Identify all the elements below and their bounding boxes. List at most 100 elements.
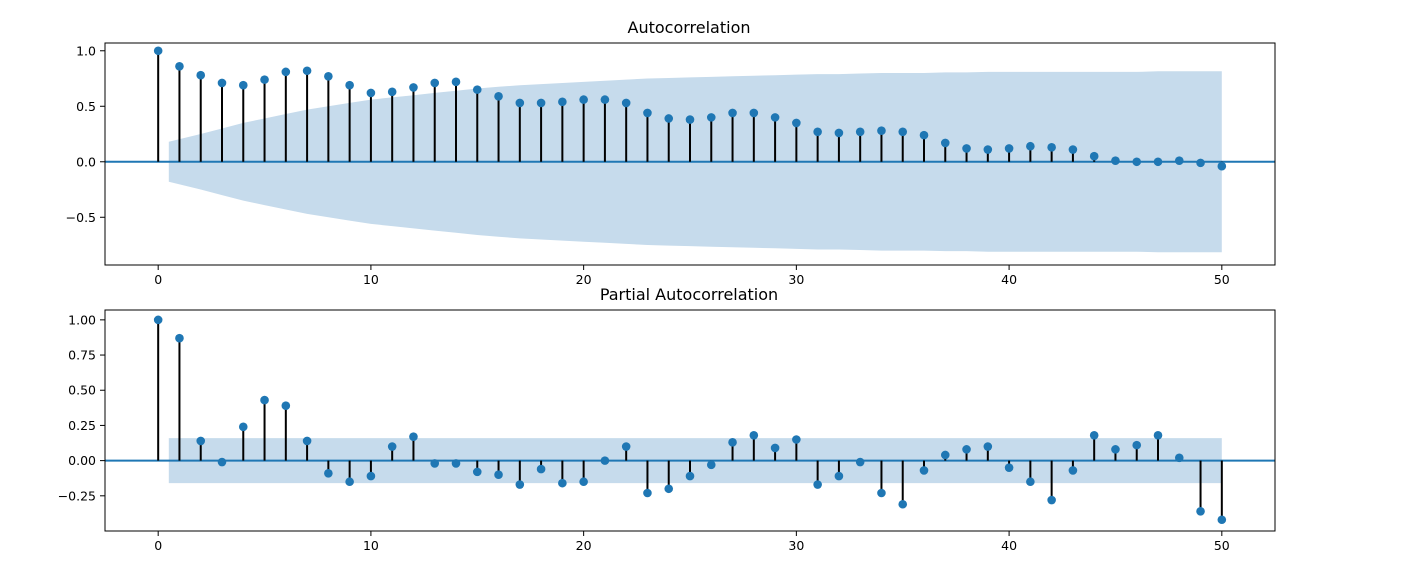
acf-point-lag-38 [962,144,971,153]
pacf-point-lag-11 [387,442,397,451]
pacf-point-lag-9 [345,477,354,487]
pacf-point-lag-26 [706,460,716,470]
acf-point-lag-23 [643,108,652,118]
acf-point-lag-26 [706,113,716,122]
pacf-point-lag-37 [940,450,950,460]
acf-point-lag-35 [898,127,908,137]
acf-axes-frame [104,42,1276,266]
pacf-ytick-label: 0.75 [68,348,96,363]
acf-point-lag-39 [983,145,993,154]
acf-point-lag-17 [515,98,525,108]
acf-point-lag-29 [770,113,780,122]
pacf-x-axis: 0 10 20 30 40 50 [154,531,1230,553]
pacf-point-lag-33 [855,457,865,467]
acf-point-lag-48 [1174,156,1184,165]
pacf-point-lag-5 [260,395,269,405]
pacf-point-lag-48 [1174,453,1184,463]
acf-point-lag-25 [685,115,695,124]
pacf-title: Partial Autocorrelation [600,285,778,304]
pacf-point-lag-16 [494,470,503,479]
pacf-point-lag-43 [1068,466,1078,475]
pacf-point-lag-3 [217,457,227,467]
acf-point-lag-15 [472,85,482,94]
acf-point-lag-18 [536,98,546,108]
acf-point-lag-50 [1217,161,1227,171]
acf-xtick-label: 40 [1001,272,1017,287]
pacf-point-lag-38 [962,445,971,454]
pacf-point-lag-12 [409,432,418,441]
pacf-point-lag-46 [1132,440,1142,450]
acf-point-lag-19 [558,97,567,107]
acf-chart: Autocorrelation 0 10 20 30 40 50 1.0 0.5 0.0 −0.… [66,18,1276,287]
pacf-point-lag-4 [238,422,248,432]
acf-ytick-label: 0.5 [76,99,96,114]
acf-point-lag-45 [1111,156,1120,165]
pacf-ytick-label: 1.00 [68,312,96,327]
pacf-ytick-label: 0.25 [68,418,96,433]
acf-xtick-label: 30 [788,272,804,287]
pacf-point-lag-25 [685,471,695,481]
acf-ytick-label: 0.0 [76,154,96,169]
pacf-point-lag-10 [366,471,376,481]
acf-point-lag-30 [792,118,801,128]
pacf-point-lag-47 [1153,430,1163,440]
acf-markers [153,46,1227,171]
pacf-xtick-label: 50 [1214,538,1230,553]
pacf-point-lag-18 [536,464,546,474]
pacf-xtick-label: 20 [576,538,592,553]
acf-point-lag-49 [1196,158,1205,168]
pacf-ytick-label: 0.00 [68,453,96,468]
pacf-point-lag-2 [196,436,206,446]
acf-point-lag-40 [1004,144,1014,153]
acf-point-lag-0 [153,46,163,56]
acf-point-lag-24 [664,114,674,123]
pacf-point-lag-24 [664,484,674,494]
pacf-axes-frame [104,309,1276,532]
acf-ytick-label: 1.0 [76,43,96,58]
pacf-point-lag-14 [451,459,461,468]
acf-point-lag-11 [387,87,397,97]
acf-title: Autocorrelation [628,18,751,37]
pacf-ytick-label: −0.25 [58,488,96,503]
pacf-point-lag-17 [515,480,525,489]
acf-point-lag-10 [366,88,376,98]
acf-point-lag-2 [196,70,206,80]
pacf-point-lag-1 [175,333,184,343]
acf-point-lag-47 [1153,157,1163,167]
pacf-point-lag-7 [302,436,312,446]
acf-point-lag-27 [728,108,737,118]
pacf-point-lag-32 [834,471,844,481]
acf-point-lag-36 [919,130,929,140]
acf-xtick-label: 10 [363,272,379,287]
pacf-point-lag-50 [1217,515,1227,525]
pacf-point-lag-40 [1004,463,1014,472]
acf-point-lag-20 [579,95,588,104]
acf-y-axis: 1.0 0.5 0.0 −0.5 [66,43,105,225]
acf-point-lag-1 [175,62,184,71]
acf-xtick-label: 50 [1214,272,1230,287]
acf-point-lag-9 [345,80,354,90]
pacf-xtick-label: 10 [363,538,379,553]
acf-point-lag-37 [940,138,950,148]
acf-point-lag-33 [855,127,865,137]
pacf-stems [157,319,1223,520]
acf-point-lag-22 [621,98,631,108]
pacf-point-lag-6 [281,401,291,411]
acf-point-lag-31 [813,127,822,137]
pacf-point-lag-29 [770,443,780,453]
acf-point-lag-8 [324,72,333,81]
acf-point-lag-28 [749,108,759,118]
pacf-markers [153,315,1227,525]
acf-point-lag-3 [217,78,227,88]
acf-stems [157,50,1223,167]
acf-point-lag-41 [1026,141,1035,151]
acf-point-lag-42 [1047,143,1056,152]
acf-point-lag-6 [281,67,291,77]
pacf-y-axis: 1.00 0.75 0.50 0.25 0.00 −0.25 [58,312,105,503]
pacf-point-lag-34 [877,488,886,498]
pacf-xtick-label: 40 [1001,538,1017,553]
pacf-xtick-label: 0 [154,538,162,553]
pacf-point-lag-19 [558,478,567,488]
pacf-point-lag-23 [643,488,652,498]
acf-point-lag-21 [600,95,610,104]
